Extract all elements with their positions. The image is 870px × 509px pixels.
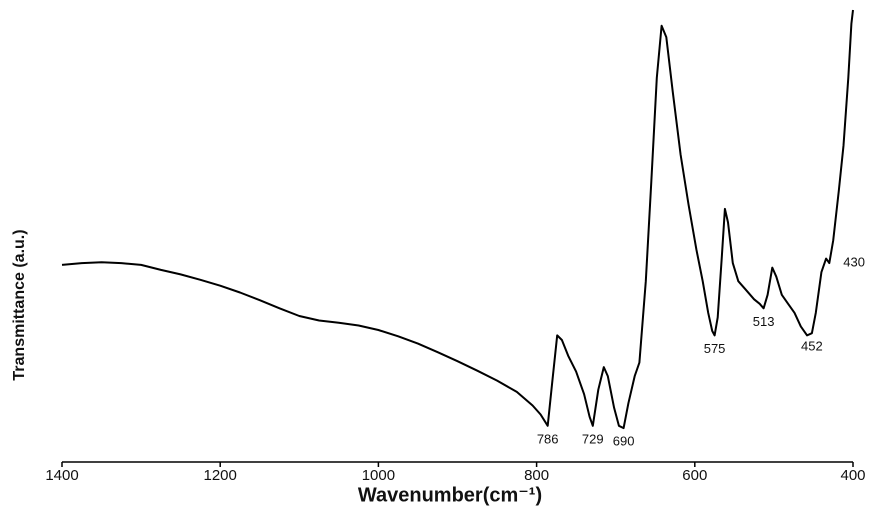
x-tick-label: 1200 bbox=[204, 467, 237, 484]
x-tick-label: 600 bbox=[682, 467, 707, 484]
y-axis-label: Transmittance (a.u.) bbox=[11, 229, 28, 380]
peak-label: 690 bbox=[613, 434, 635, 449]
peak-label: 575 bbox=[704, 341, 726, 356]
peak-label: 513 bbox=[753, 314, 775, 329]
peak-label: 430 bbox=[843, 255, 865, 270]
peak-label: 729 bbox=[582, 431, 604, 446]
x-tick-label: 1000 bbox=[362, 467, 395, 484]
x-tick-label: 1400 bbox=[45, 467, 78, 484]
x-axis-label: Wavenumber(cm⁻¹) bbox=[358, 484, 542, 506]
peak-label: 786 bbox=[537, 431, 559, 446]
spectrum-line bbox=[61, 9, 854, 430]
x-tick-label: 800 bbox=[524, 467, 549, 484]
peak-label: 452 bbox=[801, 339, 823, 354]
x-tick-label: 400 bbox=[840, 467, 865, 484]
